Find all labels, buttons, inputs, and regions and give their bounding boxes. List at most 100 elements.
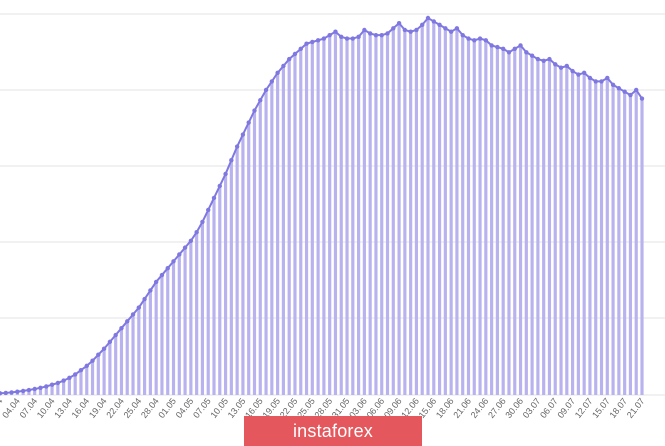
x-tick-label: 10.04 bbox=[35, 396, 57, 420]
data-point bbox=[454, 26, 460, 31]
data-point bbox=[84, 363, 89, 369]
bar bbox=[67, 377, 71, 395]
bar bbox=[108, 341, 112, 395]
bar bbox=[114, 335, 118, 395]
bar bbox=[119, 328, 124, 395]
data-point bbox=[437, 22, 442, 28]
data-point bbox=[148, 288, 153, 293]
data-point bbox=[258, 98, 263, 103]
bar bbox=[426, 18, 430, 395]
data-point bbox=[211, 195, 217, 201]
data-point bbox=[489, 43, 494, 48]
data-point bbox=[553, 62, 558, 67]
data-point bbox=[500, 46, 506, 52]
bars bbox=[0, 18, 644, 396]
bar bbox=[536, 59, 540, 395]
data-point bbox=[142, 296, 147, 302]
bar bbox=[212, 197, 216, 395]
bar bbox=[449, 31, 453, 396]
data-point bbox=[443, 26, 448, 31]
data-point bbox=[518, 43, 523, 48]
data-point bbox=[26, 387, 32, 393]
data-point bbox=[32, 386, 37, 392]
data-point bbox=[350, 36, 356, 41]
bar bbox=[223, 173, 228, 395]
data-point bbox=[558, 65, 564, 70]
bar bbox=[166, 268, 170, 395]
data-point bbox=[339, 34, 344, 40]
data-point bbox=[310, 39, 315, 45]
bar bbox=[582, 72, 586, 395]
bar bbox=[403, 30, 407, 395]
bar bbox=[27, 390, 31, 395]
data-point bbox=[55, 380, 61, 386]
data-point bbox=[240, 132, 246, 137]
bar bbox=[571, 71, 575, 396]
bar bbox=[316, 40, 320, 395]
x-tick-label: 27.06 bbox=[486, 396, 508, 420]
bar bbox=[148, 290, 152, 395]
bar bbox=[50, 384, 54, 395]
data-point bbox=[460, 32, 465, 38]
data-point bbox=[101, 346, 107, 351]
bar bbox=[524, 52, 528, 396]
bar bbox=[565, 65, 569, 395]
x-tick-label: 24.06 bbox=[469, 396, 491, 420]
data-point bbox=[61, 378, 66, 383]
bar bbox=[44, 386, 48, 395]
watermark-logo: instaforex bbox=[244, 416, 422, 446]
data-point bbox=[159, 272, 165, 278]
data-point bbox=[229, 158, 234, 163]
x-tick-label: 16.04 bbox=[70, 396, 92, 420]
bar bbox=[229, 160, 233, 395]
data-point bbox=[113, 332, 118, 338]
data-point bbox=[564, 63, 570, 69]
x-tick-label: 25.04 bbox=[122, 396, 144, 420]
bar bbox=[333, 31, 338, 396]
x-tick-label: 18.07 bbox=[607, 396, 629, 420]
data-point bbox=[78, 367, 84, 373]
data-point bbox=[9, 390, 14, 395]
data-point bbox=[448, 29, 454, 34]
data-point bbox=[177, 252, 182, 257]
x-tick-label: 13.04 bbox=[52, 396, 74, 420]
bar bbox=[131, 314, 135, 395]
bar bbox=[478, 38, 482, 396]
data-point bbox=[188, 238, 194, 243]
data-point bbox=[38, 385, 43, 390]
bar bbox=[171, 261, 176, 395]
data-point bbox=[165, 265, 170, 271]
data-point bbox=[385, 31, 390, 36]
data-points bbox=[0, 15, 645, 396]
data-point bbox=[0, 391, 3, 396]
data-point bbox=[431, 19, 436, 24]
bar bbox=[513, 48, 517, 395]
data-point bbox=[44, 384, 49, 389]
bar bbox=[195, 232, 199, 395]
data-point bbox=[252, 108, 257, 113]
bar bbox=[200, 221, 205, 395]
bar bbox=[628, 95, 633, 396]
data-point bbox=[153, 279, 159, 285]
bar bbox=[102, 348, 106, 395]
data-point bbox=[171, 259, 176, 264]
bar bbox=[287, 59, 291, 395]
data-point bbox=[275, 70, 280, 76]
bar bbox=[374, 35, 378, 395]
bar bbox=[310, 41, 314, 396]
bar bbox=[183, 247, 187, 395]
x-tick-label: 04.05 bbox=[174, 396, 196, 420]
bar bbox=[270, 81, 274, 396]
bar bbox=[137, 307, 141, 395]
data-point bbox=[292, 51, 298, 57]
data-point bbox=[49, 382, 55, 387]
data-point bbox=[315, 38, 321, 43]
bar bbox=[90, 360, 95, 395]
data-point bbox=[373, 32, 379, 38]
data-point bbox=[529, 53, 535, 58]
data-point bbox=[263, 87, 269, 93]
data-point bbox=[367, 31, 373, 36]
data-point bbox=[67, 375, 72, 381]
bar bbox=[299, 48, 303, 395]
